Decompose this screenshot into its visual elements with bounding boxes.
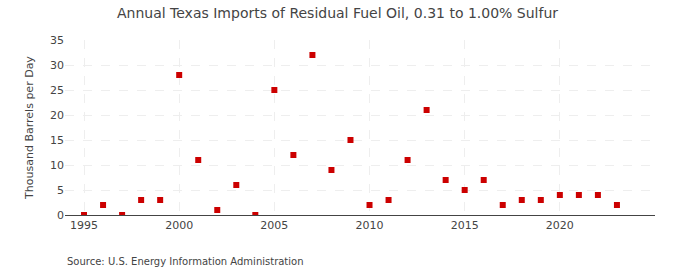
svg-text:1995: 1995 [70,219,98,232]
svg-text:5: 5 [57,184,64,197]
svg-text:25: 25 [50,84,64,97]
svg-text:2000: 2000 [165,219,193,232]
svg-text:35: 35 [50,34,64,47]
svg-text:Annual Texas Imports of Residu: Annual Texas Imports of Residual Fuel Oi… [117,5,558,21]
svg-text:Source: U.S. Energy Informatio: Source: U.S. Energy Information Administ… [67,256,304,267]
svg-text:0: 0 [57,209,64,222]
svg-text:2010: 2010 [356,219,384,232]
svg-text:20: 20 [50,109,64,122]
svg-text:15: 15 [50,134,64,147]
svg-text:Thousand Barrels per Day: Thousand Barrels per Day [23,56,36,200]
svg-text:30: 30 [50,59,64,72]
svg-text:2005: 2005 [260,219,288,232]
svg-text:10: 10 [50,159,64,172]
svg-text:2020: 2020 [546,219,574,232]
svg-text:2015: 2015 [451,219,479,232]
